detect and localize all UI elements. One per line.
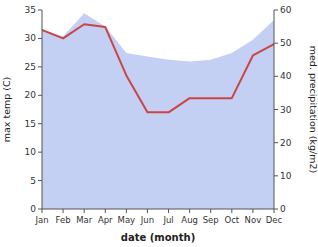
y-tick-label: 30 [25, 33, 37, 43]
y-tick [38, 10, 42, 11]
x-tick [105, 209, 106, 213]
x-tick [84, 209, 85, 213]
x-tick-label: Oct [224, 215, 239, 225]
x-tick [231, 209, 232, 213]
y2-tick [274, 10, 278, 11]
y-axis-line [42, 10, 43, 209]
temperature-line [42, 24, 274, 112]
y-tick-label: 10 [25, 147, 37, 157]
x-tick [274, 209, 275, 213]
y-tick-label: 5 [30, 176, 36, 186]
axes: 0 5 10 15 20 25 30 35 0 10 20 30 40 50 60 Jan Feb Mar Apr M… [25, 5, 292, 225]
y-tick-label: 15 [25, 119, 36, 129]
x-tick [168, 209, 169, 213]
y2-tick [274, 109, 278, 110]
precipitation-area [42, 13, 274, 209]
y-tick-label: 35 [25, 5, 36, 15]
x-tick [42, 209, 43, 213]
y2-tick [274, 175, 278, 176]
y-tick [38, 152, 42, 153]
y-axis-label: max temp (C) [1, 77, 12, 143]
y-tick-label: 20 [25, 90, 37, 100]
y2-tick [274, 76, 278, 77]
x-axis-line [42, 209, 274, 210]
y-tick [38, 123, 42, 124]
x-tick-label: Apr [98, 215, 113, 225]
y2-tick-label: 10 [280, 171, 292, 181]
x-tick-label: May [118, 215, 136, 225]
x-tick-label: Sep [203, 215, 219, 225]
y-tick-label: 0 [30, 204, 36, 214]
x-tick-label: Aug [181, 215, 198, 225]
plot-marks [42, 13, 274, 209]
x-axis-label: date (month) [121, 232, 195, 243]
x-tick-label: Jun [140, 215, 154, 225]
y2-tick-label: 30 [280, 105, 292, 115]
x-tick-label: Mar [76, 215, 93, 225]
chart-container: 0 5 10 15 20 25 30 35 0 10 20 30 40 50 60 Jan Feb Mar Apr M… [0, 0, 318, 247]
y-tick [38, 66, 42, 67]
x-tick [252, 209, 253, 213]
y2-tick-label: 40 [280, 71, 292, 81]
y-tick [38, 209, 42, 210]
y2-axis-label: med. precipitation (kg/m2) [308, 46, 318, 173]
y-tick-label: 25 [25, 62, 36, 72]
x-tick [147, 209, 148, 213]
y2-tick [274, 142, 278, 143]
chart: 0 5 10 15 20 25 30 35 0 10 20 30 40 50 60 Jan Feb Mar Apr M… [0, 0, 318, 247]
y-tick [38, 95, 42, 96]
y2-tick-label: 0 [280, 204, 286, 214]
x-tick [63, 209, 64, 213]
x-tick [189, 209, 190, 213]
x-tick-label: Jan [34, 215, 48, 225]
y2-tick [274, 209, 278, 210]
x-tick-label: Dec [266, 215, 283, 225]
x-tick [126, 209, 127, 213]
x-tick-label: Nov [245, 215, 262, 225]
x-tick-label: Jul [162, 215, 173, 225]
y-tick [38, 38, 42, 39]
y2-tick [274, 43, 278, 44]
y2-tick-label: 20 [280, 138, 292, 148]
y2-tick-label: 50 [280, 38, 292, 48]
x-tick [210, 209, 211, 213]
x-tick-label: Feb [56, 215, 71, 225]
y2-tick-label: 60 [280, 5, 292, 15]
y-tick [38, 180, 42, 181]
